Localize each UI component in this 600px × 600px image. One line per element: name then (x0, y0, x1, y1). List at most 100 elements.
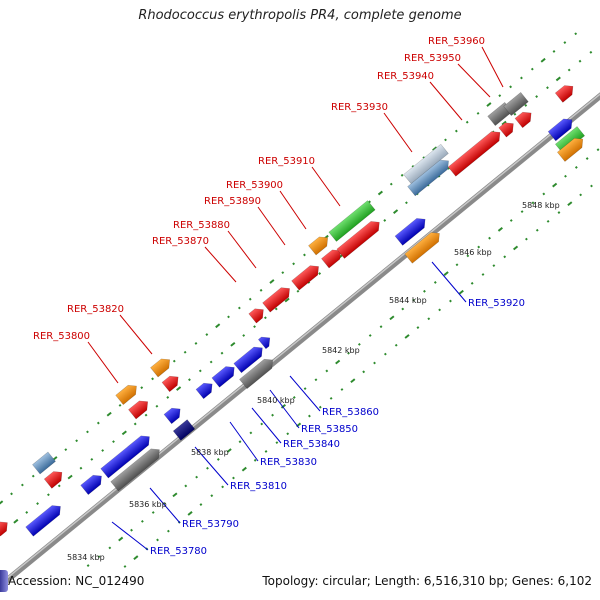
gene-arrow[interactable] (407, 156, 453, 197)
gene-arrow[interactable] (308, 233, 331, 256)
gene-arrow[interactable] (514, 108, 535, 129)
tick-mark (308, 414, 311, 418)
gene-label-RER_53880[interactable]: RER_53880 (173, 220, 230, 231)
gene-arrow[interactable] (0, 518, 11, 537)
gene-arrow[interactable] (25, 502, 65, 537)
gene-arrow[interactable] (80, 471, 106, 495)
tick-mark (383, 352, 387, 356)
gene-arrow[interactable] (248, 305, 267, 324)
tick-mark (296, 289, 300, 293)
tick-mark (10, 492, 13, 496)
tick-mark (307, 280, 311, 284)
genome-summary-text: Topology: circular; Length: 6,516,310 bp… (262, 574, 592, 588)
tick-mark (416, 326, 420, 329)
gene-label-RER_53840[interactable]: RER_53840 (283, 439, 340, 450)
gene-box[interactable] (172, 419, 196, 441)
gene-arrow[interactable] (447, 128, 504, 177)
accession-text: Accession: NC_012490 (8, 574, 145, 588)
tick-mark (552, 182, 558, 188)
tick-mark (535, 228, 539, 232)
gene-arrow[interactable] (211, 363, 238, 388)
tick-mark (166, 529, 170, 533)
gene-box[interactable] (32, 451, 56, 475)
gene-label-RER_53790[interactable]: RER_53790 (182, 519, 239, 530)
tick-mark (274, 307, 278, 311)
gene-box[interactable] (403, 143, 449, 185)
tick-mark (176, 386, 182, 391)
gene-arrow[interactable] (163, 404, 184, 425)
gene-label-RER_53850[interactable]: RER_53850 (301, 424, 358, 435)
gene-arrow[interactable] (394, 215, 429, 246)
tick-mark (318, 405, 322, 409)
gene-arrow[interactable] (239, 355, 276, 390)
tick-mark (525, 237, 528, 241)
tick-mark (13, 518, 19, 524)
gene-arrow[interactable] (257, 333, 273, 350)
gene-arrow[interactable] (321, 246, 344, 269)
gene-label-RER_53910[interactable]: RER_53910 (258, 156, 315, 167)
gene-label-RER_53950[interactable]: RER_53950 (404, 53, 461, 64)
gene-arrow[interactable] (195, 379, 216, 400)
gene-label-RER_53780[interactable]: RER_53780 (150, 546, 207, 557)
gene-arrow[interactable] (336, 218, 383, 259)
leader-line (257, 206, 286, 246)
tick-mark (454, 129, 458, 133)
tick-mark (86, 564, 90, 567)
gene-arrow[interactable] (291, 262, 323, 291)
tick-mark (156, 538, 159, 542)
leader-line (269, 389, 300, 429)
tick-mark (47, 493, 50, 497)
tick-mark (205, 333, 209, 336)
gene-arrow[interactable] (43, 468, 66, 489)
gene-arrow[interactable] (150, 355, 173, 378)
tick-mark (106, 411, 112, 417)
tick-mark (166, 396, 170, 399)
tick-mark (90, 457, 94, 461)
gene-arrow[interactable] (110, 445, 164, 492)
tick-mark (404, 334, 410, 339)
tick-mark (151, 511, 155, 514)
tick-mark (253, 325, 256, 329)
tick-mark (96, 421, 100, 425)
tick-mark (368, 334, 372, 337)
gene-arrow[interactable] (161, 372, 182, 393)
gene-box[interactable] (503, 92, 529, 116)
tick-mark (281, 271, 285, 275)
kbp-label-5844: 5844 kbp (389, 296, 427, 305)
gene-arrow[interactable] (100, 432, 154, 479)
tick-mark (400, 173, 404, 177)
gene-label-RER_53920[interactable]: RER_53920 (468, 298, 525, 309)
tick-mark (155, 404, 159, 408)
tick-mark (503, 255, 507, 259)
gene-label-RER_53800[interactable]: RER_53800 (33, 331, 90, 342)
gene-label-RER_53810[interactable]: RER_53810 (230, 481, 287, 492)
gene-arrow[interactable] (115, 381, 141, 405)
gene-label-RER_53960[interactable]: RER_53960 (428, 36, 485, 47)
gene-label-RER_53830[interactable]: RER_53830 (260, 457, 317, 468)
gene-arrow[interactable] (554, 82, 577, 103)
gene-arrow[interactable] (498, 119, 517, 138)
tick-mark (57, 484, 61, 488)
tick-mark (574, 166, 578, 169)
gene-arrow[interactable] (128, 397, 151, 420)
tick-mark (389, 182, 393, 186)
tick-mark (477, 245, 481, 249)
gene-arrow[interactable] (262, 284, 294, 313)
gene-label-RER_53940[interactable]: RER_53940 (377, 71, 434, 82)
gene-label-RER_53860[interactable]: RER_53860 (322, 407, 379, 418)
gene-arrow[interactable] (547, 115, 576, 142)
gene-label-RER_53820[interactable]: RER_53820 (67, 304, 124, 315)
gene-label-RER_53890[interactable]: RER_53890 (204, 196, 261, 207)
gene-arrow[interactable] (233, 343, 266, 374)
gene-arrow[interactable] (404, 229, 444, 264)
tick-mark (340, 388, 344, 391)
gene-label-RER_53870[interactable]: RER_53870 (152, 236, 209, 247)
gene-features (0, 82, 586, 537)
tick-mark (481, 273, 485, 276)
leader-line (119, 314, 153, 355)
gene-arrow[interactable] (557, 135, 586, 162)
gene-box[interactable] (328, 200, 376, 242)
genome-backbone (0, 92, 600, 590)
gene-label-RER_53900[interactable]: RER_53900 (226, 180, 283, 191)
gene-label-RER_53930[interactable]: RER_53930 (331, 102, 388, 113)
